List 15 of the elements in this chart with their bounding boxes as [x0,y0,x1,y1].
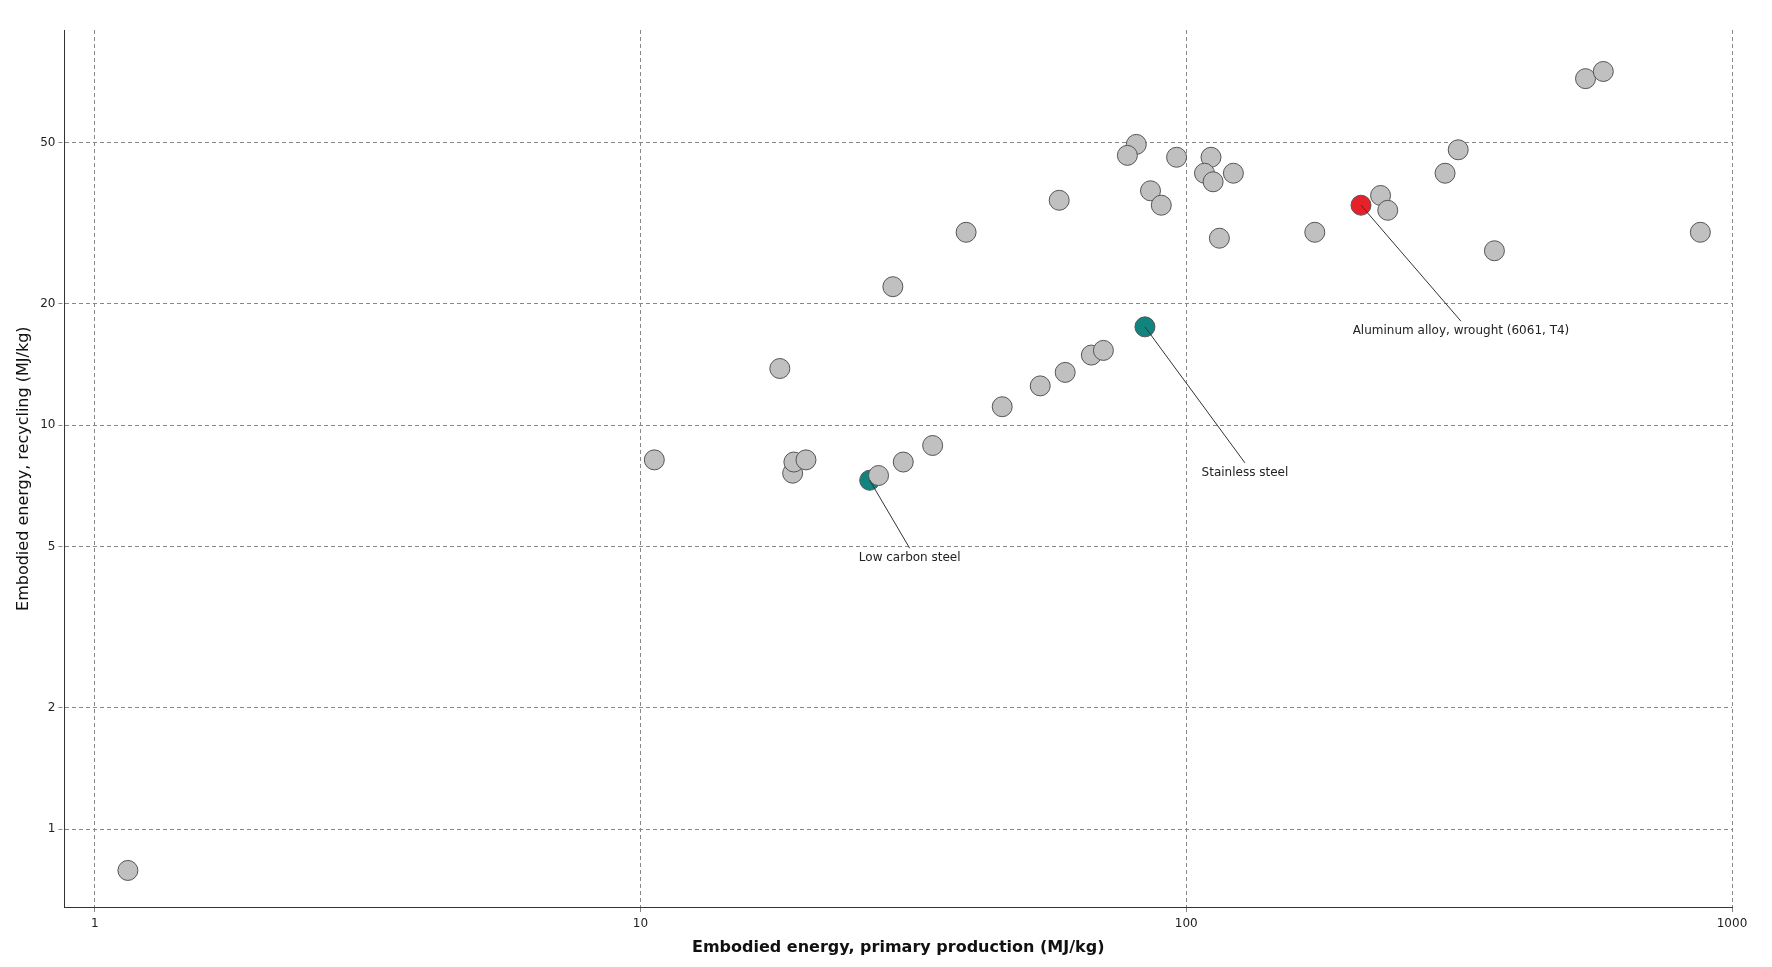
x-tick-label: 10 [632,915,649,930]
y-tick-label: 10 [40,417,56,432]
y-axis-title: Embodied energy, recycling (MJ/kg) [12,326,32,611]
y-tick-label: 50 [40,134,56,149]
y-tick-label: 2 [47,699,56,714]
annotation: Stainless steel [1201,464,1289,479]
y-tick-label: 1 [47,821,56,836]
x-axis-title: Embodied energy, primary production (MJ/kg) [691,936,1105,956]
x-tick-label: 100 [1174,915,1198,930]
annotation: Aluminum alloy, wrought (6061, T4) [1352,323,1570,338]
y-tick-label: 20 [40,295,56,310]
annotation: Low carbon steel [858,550,961,565]
x-tick-label: 1 [90,915,99,930]
x-tick-label: 1000 [1716,915,1748,930]
y-tick-label: 5 [47,538,56,553]
